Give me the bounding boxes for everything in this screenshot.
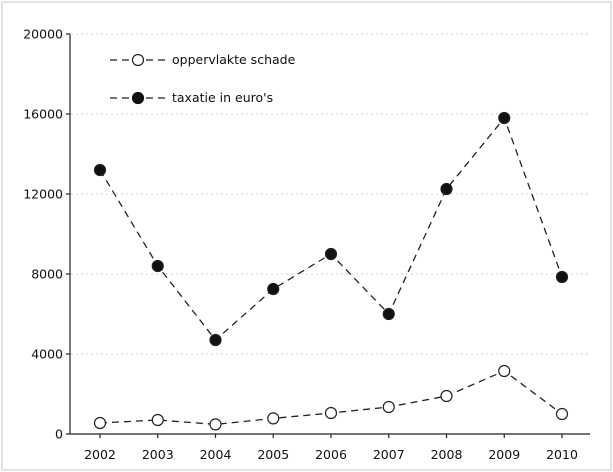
filled-point-2010: [555, 270, 569, 284]
filled-point-2004: [209, 333, 222, 347]
x-tick-label: 2009: [488, 447, 520, 462]
open-point-2004: [209, 418, 222, 431]
filled-point-2008: [440, 182, 453, 196]
axes: [69, 34, 590, 435]
open-point-2002: [93, 416, 107, 430]
filled-point-2007: [382, 307, 395, 321]
legend-marker-filled-circle: [131, 91, 145, 105]
series: [93, 111, 569, 431]
y-tick-label: 16000: [23, 107, 63, 122]
y-tick-label: 12000: [23, 187, 63, 202]
y-tick-labels: 0 4000 8000 12000 16000 20000: [23, 27, 70, 442]
x-tick-label: 2004: [200, 447, 232, 462]
legend: oppervlakte schade taxatie in euro's: [110, 52, 296, 105]
filled-point-2009: [498, 111, 511, 125]
x-tick-label: 2006: [315, 447, 347, 462]
x-tick-labels: 2002 2003 2004 2005 2006 2007 2008 2009 2010: [84, 434, 578, 462]
x-tick-label: 2007: [373, 447, 405, 462]
open-point-2009: [498, 364, 511, 378]
filled-point-2003: [151, 259, 164, 273]
legend-item-oppervlakte-schade: oppervlakte schade: [110, 52, 296, 67]
filled-point-2005: [267, 282, 280, 296]
legend-label-oppervlakte-schade: oppervlakte schade: [172, 52, 296, 67]
x-tick-label: 2002: [84, 447, 116, 462]
open-point-2007: [382, 400, 395, 414]
filled-point-2002: [93, 163, 107, 177]
open-point-2005: [267, 412, 280, 425]
gridlines: [71, 33, 590, 355]
x-tick-label: 2008: [431, 447, 463, 462]
y-tick-label: 20000: [23, 27, 63, 42]
legend-item-taxatie: taxatie in euro's: [110, 90, 273, 105]
legend-marker-open-circle: [131, 53, 145, 67]
open-point-2006: [324, 406, 338, 420]
x-tick-label: 2005: [257, 447, 289, 462]
y-tick-label: 4000: [31, 347, 63, 362]
y-tick-label: 8000: [31, 267, 63, 282]
y-tick-label: 0: [55, 427, 63, 442]
filled-point-2006: [324, 247, 338, 261]
x-tick-label: 2003: [142, 447, 174, 462]
x-tick-label: 2010: [546, 447, 578, 462]
open-point-2008: [440, 389, 453, 403]
open-point-2010: [555, 407, 569, 421]
legend-label-taxatie: taxatie in euro's: [172, 90, 273, 105]
open-point-2003: [151, 413, 164, 427]
